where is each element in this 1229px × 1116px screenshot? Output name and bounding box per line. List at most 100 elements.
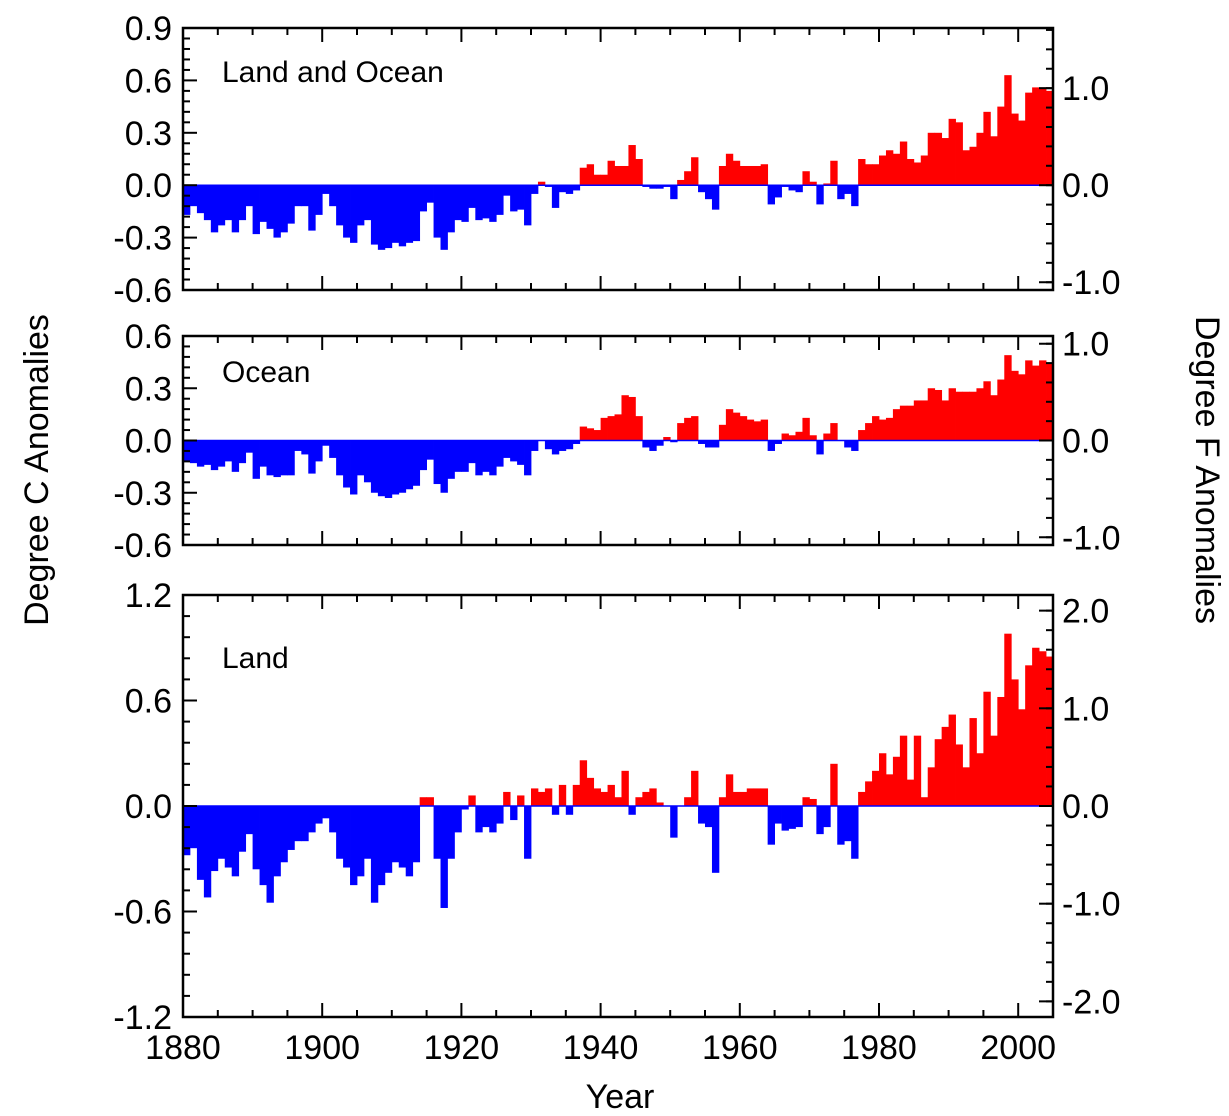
bar-1975 xyxy=(844,185,852,194)
bar-1887 xyxy=(231,440,240,472)
bar-1994 xyxy=(976,132,984,186)
bar-1951 xyxy=(677,423,685,441)
bar-1925 xyxy=(496,806,504,824)
y-tick-label: 0.6 xyxy=(125,318,172,356)
bar-1970 xyxy=(809,798,817,806)
bar-1968 xyxy=(795,185,803,193)
bar-1993 xyxy=(969,391,977,441)
bar-1906 xyxy=(363,440,372,483)
bar-2002 xyxy=(1032,365,1040,441)
bar-1903 xyxy=(343,806,351,868)
bar-1955 xyxy=(705,185,713,200)
bar-1904 xyxy=(350,185,358,243)
bar-1939 xyxy=(593,788,601,806)
bar-1906 xyxy=(363,185,372,221)
bar-1979 xyxy=(872,416,880,441)
right-tick-label: 1.0 xyxy=(1062,70,1109,108)
bar-1949 xyxy=(663,437,671,441)
bar-1994 xyxy=(976,753,984,806)
bar-1987 xyxy=(927,767,936,806)
bar-1934 xyxy=(558,440,567,451)
bar-1950 xyxy=(670,185,678,200)
bar-1958 xyxy=(725,153,734,186)
bar-1992 xyxy=(962,150,970,186)
bar-1962 xyxy=(753,421,762,441)
bar-1943 xyxy=(621,395,629,441)
bar-1997 xyxy=(997,379,1005,441)
bar-1933 xyxy=(551,185,560,208)
bar-1903 xyxy=(343,440,351,488)
bar-1948 xyxy=(656,185,664,189)
bar-1941 xyxy=(607,416,615,441)
bar-1883 xyxy=(203,185,212,221)
bar-1958 xyxy=(725,774,734,806)
bar-1992 xyxy=(962,767,970,806)
bar-1967 xyxy=(788,435,796,441)
right-tick-label: -1.0 xyxy=(1062,519,1121,557)
bar-1928 xyxy=(517,795,525,806)
bar-1932 xyxy=(544,185,553,187)
bar-1880 xyxy=(183,185,191,215)
bar-1968 xyxy=(795,806,803,828)
bar-1909 xyxy=(384,806,393,873)
bar-1995 xyxy=(983,381,991,441)
bar-1903 xyxy=(343,185,351,238)
x-tick-label: 1980 xyxy=(841,1029,917,1067)
bar-1883 xyxy=(203,440,212,465)
bar-1888 xyxy=(238,185,247,221)
bar-1911 xyxy=(398,440,407,493)
bar-1913 xyxy=(412,440,421,486)
bar-1960 xyxy=(739,791,748,806)
bar-1980 xyxy=(879,419,887,441)
bar-1885 xyxy=(217,440,226,467)
bar-1896 xyxy=(294,440,302,451)
bar-1938 xyxy=(586,777,595,806)
bar-1962 xyxy=(753,165,762,186)
bar-1985 xyxy=(913,400,922,441)
bar-1957 xyxy=(718,797,727,806)
left-axis-title: Degree C Anomalies xyxy=(18,314,56,626)
bar-1927 xyxy=(510,185,518,212)
bar-2002 xyxy=(1032,647,1040,806)
bar-1937 xyxy=(579,426,588,441)
bar-1985 xyxy=(913,735,922,806)
bar-1892 xyxy=(266,185,274,229)
bar-1893 xyxy=(273,806,281,877)
bar-1999 xyxy=(1011,679,1019,806)
bar-1933 xyxy=(551,806,560,815)
bar-1966 xyxy=(781,433,789,441)
bar-1913 xyxy=(412,806,421,863)
panel-title: Ocean xyxy=(222,356,310,389)
bar-1898 xyxy=(308,185,316,231)
bar-1882 xyxy=(196,185,205,214)
bar-1993 xyxy=(969,718,977,806)
bar-1925 xyxy=(496,185,504,215)
x-tick-label: 1900 xyxy=(284,1029,360,1067)
bar-1985 xyxy=(913,162,922,186)
bar-1975 xyxy=(844,440,852,448)
bar-1900 xyxy=(322,440,330,446)
bar-1931 xyxy=(537,181,546,186)
bar-1941 xyxy=(607,160,615,186)
bar-1978 xyxy=(865,423,873,441)
x-tick-label: 1940 xyxy=(563,1029,639,1067)
bar-1902 xyxy=(336,185,344,226)
bar-1942 xyxy=(614,165,622,186)
bar-1991 xyxy=(955,391,963,441)
bar-1909 xyxy=(384,185,393,249)
bar-1916 xyxy=(433,440,441,485)
bar-1999 xyxy=(1011,113,1019,186)
bar-1958 xyxy=(725,409,734,441)
bar-1942 xyxy=(614,414,622,441)
y-tick-label: -0.6 xyxy=(113,527,172,565)
bar-1917 xyxy=(440,806,448,908)
bar-1971 xyxy=(816,185,824,205)
bar-1897 xyxy=(301,185,309,207)
bar-1965 xyxy=(774,806,782,824)
bar-1995 xyxy=(983,111,991,186)
bar-1930 xyxy=(531,788,539,806)
bar-1948 xyxy=(656,802,664,806)
bar-1897 xyxy=(301,806,309,842)
panel-1: -0.6 -0.3 0.0 0.3 0.6 0.9 -1.0 0.0 1.0 Land and O… xyxy=(113,10,1120,310)
